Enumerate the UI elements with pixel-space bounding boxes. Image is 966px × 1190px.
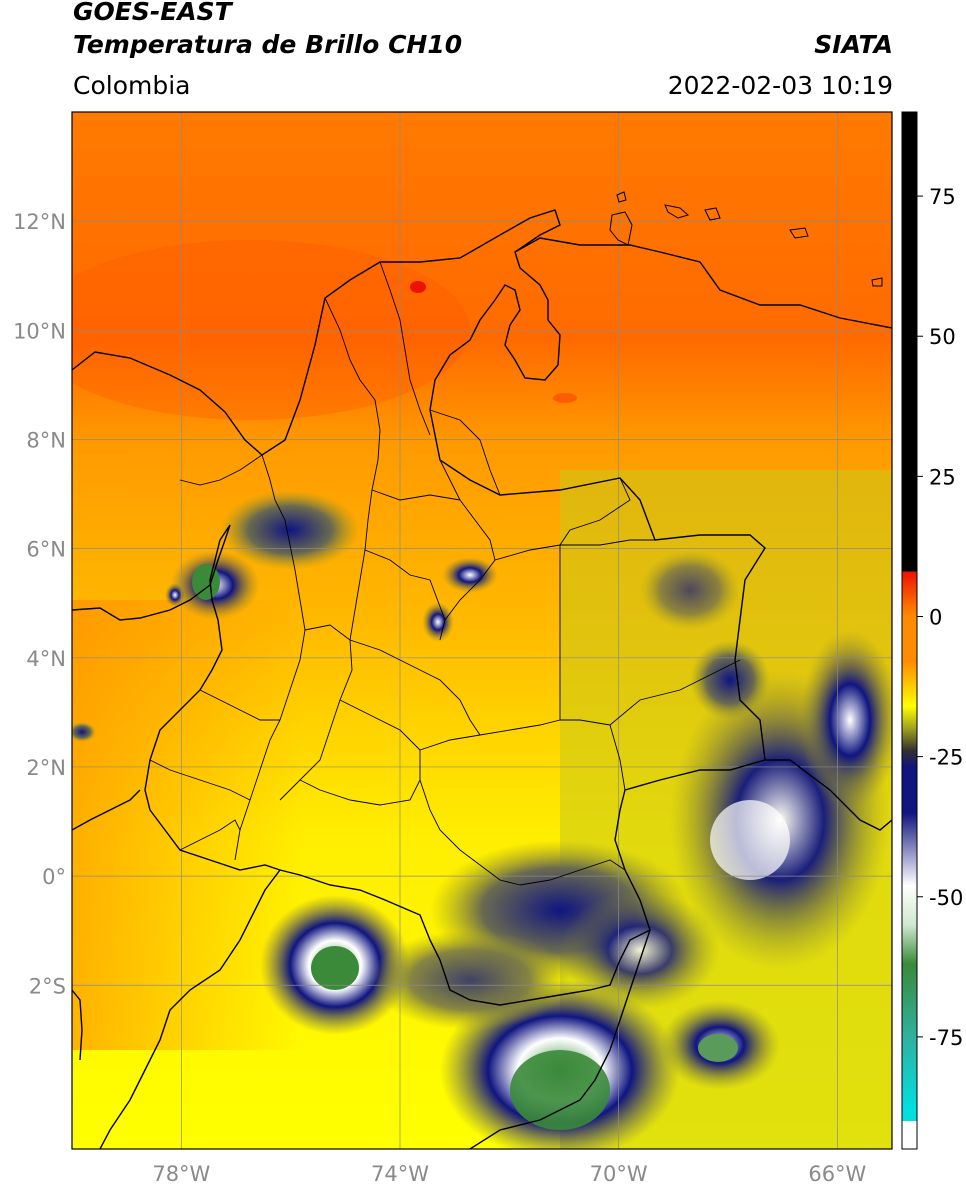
lon-tick-label: 66°W	[808, 1162, 866, 1186]
lat-tick-label: 6°N	[26, 538, 66, 562]
lat-tick-label: 4°N	[26, 647, 66, 671]
latitude-labels: 12°N 10°N 8°N 6°N 4°N 2°N 0° 2°S	[13, 210, 66, 998]
map-frame	[71, 111, 893, 1150]
source-label: SIATA	[814, 30, 893, 59]
lat-tick-label: 12°N	[13, 210, 66, 234]
colorbar-tick-label: -25	[929, 746, 963, 770]
colorbar-tick-label: 0	[929, 605, 942, 629]
datetime-label: 2022-02-03 10:19	[667, 71, 893, 100]
colorbar-tick-label: 50	[929, 325, 956, 349]
lat-tick-label: 8°N	[26, 428, 66, 452]
islands	[609, 191, 883, 287]
satellite-imagery	[72, 112, 892, 1149]
colorbar-tick-label: 25	[929, 465, 956, 489]
colorbar-tick-label: -50	[929, 886, 963, 910]
colorbar-tick-label: 75	[929, 185, 956, 209]
satellite-title: GOES-EAST	[73, 0, 232, 26]
lat-tick-label: 10°N	[13, 319, 66, 343]
lon-tick-label: 78°W	[152, 1162, 210, 1186]
department-borders	[149, 261, 741, 886]
map-gridlines	[72, 112, 892, 1149]
lat-tick-label: 2°N	[26, 756, 66, 780]
country-borders	[72, 209, 892, 1149]
lon-tick-label: 74°W	[371, 1162, 429, 1186]
temperature-colorbar: 75 50 25 0 -25 -50 -75	[901, 111, 963, 1150]
lat-tick-label: 2°S	[29, 974, 66, 998]
longitude-labels: 78°W 74°W 70°W 66°W	[152, 1162, 866, 1186]
region-label: Colombia	[73, 71, 191, 100]
product-title: Temperatura de Brillo CH10	[73, 30, 463, 59]
colorbar-tick-label: -75	[929, 1026, 963, 1050]
lon-tick-label: 70°W	[590, 1162, 648, 1186]
lat-tick-label: 0°	[42, 865, 66, 889]
